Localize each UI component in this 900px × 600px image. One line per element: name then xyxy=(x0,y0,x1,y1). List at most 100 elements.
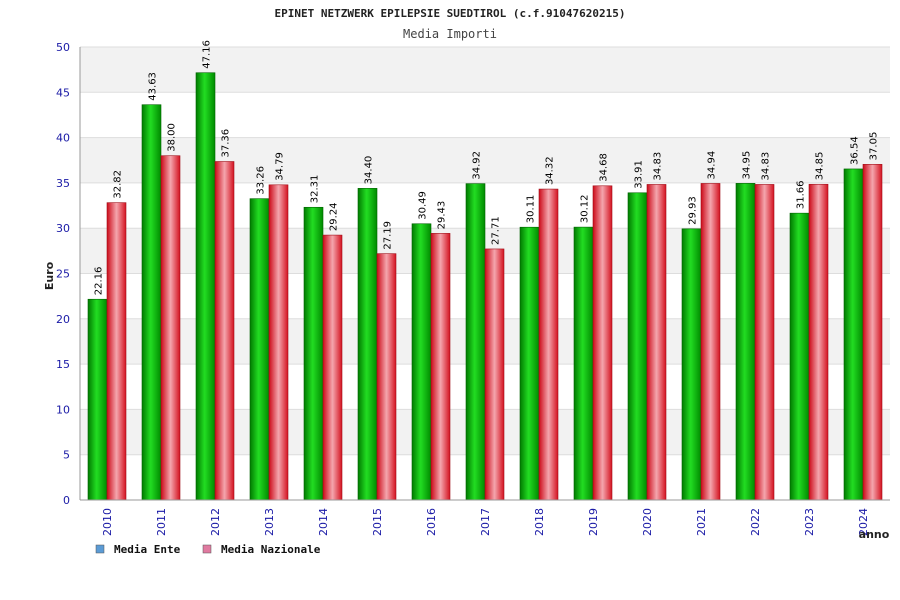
chart-title: EPINET NETZWERK EPILEPSIE SUEDTIROL (c.f… xyxy=(275,7,626,20)
bar-media-ente-2019[interactable] xyxy=(573,226,594,501)
bar-media-ente-2022[interactable] xyxy=(735,183,756,501)
y-tick-label: 30 xyxy=(56,222,70,235)
legend: Media Ente Media Nazionale xyxy=(95,543,321,556)
bar-media-ente-2018[interactable] xyxy=(519,226,540,501)
data-label-media-nazionale-2011: 38.00 xyxy=(167,123,178,152)
bar-media-nazionale-2018[interactable] xyxy=(538,188,559,501)
legend-label-media-nazionale: Media Nazionale xyxy=(221,543,321,556)
y-tick-label: 40 xyxy=(56,132,70,145)
data-label-media-nazionale-2019: 34.68 xyxy=(599,153,610,182)
bar-media-ente-2010[interactable] xyxy=(87,298,108,501)
x-axis-label: anno xyxy=(859,528,890,541)
bar-media-ente-2017[interactable] xyxy=(465,183,486,501)
data-label-media-ente-2020: 33.91 xyxy=(634,160,645,189)
data-label-media-nazionale-2010: 32.82 xyxy=(113,170,124,199)
y-tick-label: 35 xyxy=(56,177,70,190)
chart-subtitle: Media Importi xyxy=(403,27,497,41)
bar-media-ente-2016[interactable] xyxy=(411,223,432,501)
bar-media-nazionale-2013[interactable] xyxy=(268,184,289,501)
bar-media-nazionale-2020[interactable] xyxy=(646,184,667,501)
data-label-media-ente-2014: 32.31 xyxy=(310,175,321,204)
y-tick-label: 20 xyxy=(56,313,70,326)
data-label-media-nazionale-2018: 34.32 xyxy=(545,156,556,185)
data-label-media-ente-2010: 22.16 xyxy=(94,267,105,296)
legend-item-media-nazionale[interactable]: Media Nazionale xyxy=(202,543,321,556)
bar-media-ente-2020[interactable] xyxy=(627,192,648,501)
legend-swatch-media-ente xyxy=(95,544,105,554)
y-tick-label: 0 xyxy=(63,494,70,507)
data-label-media-nazionale-2022: 34.83 xyxy=(761,152,772,181)
data-label-media-nazionale-2014: 29.24 xyxy=(329,202,340,231)
x-tick-label-2012: 2012 xyxy=(209,508,222,536)
data-label-media-nazionale-2023: 34.85 xyxy=(815,152,826,181)
data-label-media-ente-2024: 36.54 xyxy=(850,136,861,165)
bar-media-ente-2011[interactable] xyxy=(141,104,162,501)
legend-item-media-ente[interactable]: Media Ente xyxy=(95,543,181,556)
bar-media-nazionale-2010[interactable] xyxy=(106,202,127,501)
x-tick-label-2016: 2016 xyxy=(425,508,438,536)
data-label-media-nazionale-2017: 27.71 xyxy=(491,216,502,245)
bar-media-nazionale-2014[interactable] xyxy=(322,234,343,501)
data-label-media-ente-2019: 30.12 xyxy=(580,194,591,223)
data-label-media-ente-2011: 43.63 xyxy=(148,72,159,101)
x-tick-label-2014: 2014 xyxy=(317,508,330,536)
y-tick-label: 50 xyxy=(56,41,70,54)
bars xyxy=(87,72,883,501)
y-tick-label: 15 xyxy=(56,358,70,371)
x-tick-label-2017: 2017 xyxy=(479,508,492,536)
data-label-media-ente-2013: 33.26 xyxy=(256,166,267,195)
y-axis-ticks: 0 5 10 15 20 25 30 35 40 45 50 xyxy=(56,41,70,507)
bar-media-nazionale-2019[interactable] xyxy=(592,185,613,501)
bar-media-nazionale-2021[interactable] xyxy=(700,183,721,501)
y-axis-label: Euro xyxy=(43,261,56,290)
x-tick-label-2023: 2023 xyxy=(803,508,816,536)
data-label-media-ente-2022: 34.95 xyxy=(742,151,753,180)
data-label-media-ente-2012: 47.16 xyxy=(202,40,213,69)
y-tick-label: 5 xyxy=(63,449,70,462)
data-label-media-nazionale-2013: 34.79 xyxy=(275,152,286,181)
x-tick-label-2018: 2018 xyxy=(533,508,546,536)
data-label-media-nazionale-2016: 29.43 xyxy=(437,201,448,230)
data-label-media-nazionale-2020: 34.83 xyxy=(653,152,664,181)
y-tick-label: 25 xyxy=(56,268,70,281)
x-tick-label-2010: 2010 xyxy=(101,508,114,536)
x-tick-label-2021: 2021 xyxy=(695,508,708,536)
legend-label-media-ente: Media Ente xyxy=(114,543,181,556)
data-label-media-nazionale-2012: 37.36 xyxy=(221,129,232,158)
x-axis-ticks: 2010 2011 2012 2013 2014 2015 2016 2017 2018 2019… xyxy=(101,508,870,536)
data-label-media-ente-2023: 31.66 xyxy=(796,181,807,210)
bar-media-ente-2015[interactable] xyxy=(357,188,378,501)
bar-media-nazionale-2015[interactable] xyxy=(376,253,397,501)
bar-media-nazionale-2023[interactable] xyxy=(808,183,829,501)
y-tick-label: 45 xyxy=(56,86,70,99)
bar-media-nazionale-2011[interactable] xyxy=(160,155,181,501)
data-label-media-ente-2021: 29.93 xyxy=(688,196,699,225)
bar-media-ente-2023[interactable] xyxy=(789,212,810,501)
x-tick-label-2024: 2024 xyxy=(857,508,870,536)
bar-media-ente-2013[interactable] xyxy=(249,198,270,501)
bar-media-nazionale-2016[interactable] xyxy=(430,233,451,501)
x-tick-label-2020: 2020 xyxy=(641,508,654,536)
y-tick-label: 10 xyxy=(56,403,70,416)
data-label-media-nazionale-2024: 37.05 xyxy=(869,132,880,161)
bar-media-ente-2014[interactable] xyxy=(303,206,324,501)
x-tick-label-2015: 2015 xyxy=(371,508,384,536)
x-tick-label-2022: 2022 xyxy=(749,508,762,536)
data-labels: 22.16 32.82 43.63 38.00 47.16 37.36 33.26 34.79… xyxy=(94,40,880,295)
x-tick-label-2013: 2013 xyxy=(263,508,276,536)
bar-media-ente-2024[interactable] xyxy=(843,168,864,501)
legend-swatch-media-nazionale xyxy=(202,544,212,554)
bar-media-nazionale-2017[interactable] xyxy=(484,248,505,501)
bar-media-ente-2012[interactable] xyxy=(195,72,216,501)
x-tick-label-2019: 2019 xyxy=(587,508,600,536)
data-label-media-ente-2015: 34.40 xyxy=(364,156,375,185)
bar-media-nazionale-2012[interactable] xyxy=(214,161,235,501)
data-label-media-nazionale-2015: 27.19 xyxy=(383,221,394,250)
data-label-media-ente-2017: 34.92 xyxy=(472,151,483,180)
data-label-media-ente-2016: 30.49 xyxy=(418,191,429,220)
bar-media-nazionale-2024[interactable] xyxy=(862,164,883,501)
bar-media-ente-2021[interactable] xyxy=(681,228,702,501)
x-tick-label-2011: 2011 xyxy=(155,508,168,536)
bar-media-nazionale-2022[interactable] xyxy=(754,184,775,501)
